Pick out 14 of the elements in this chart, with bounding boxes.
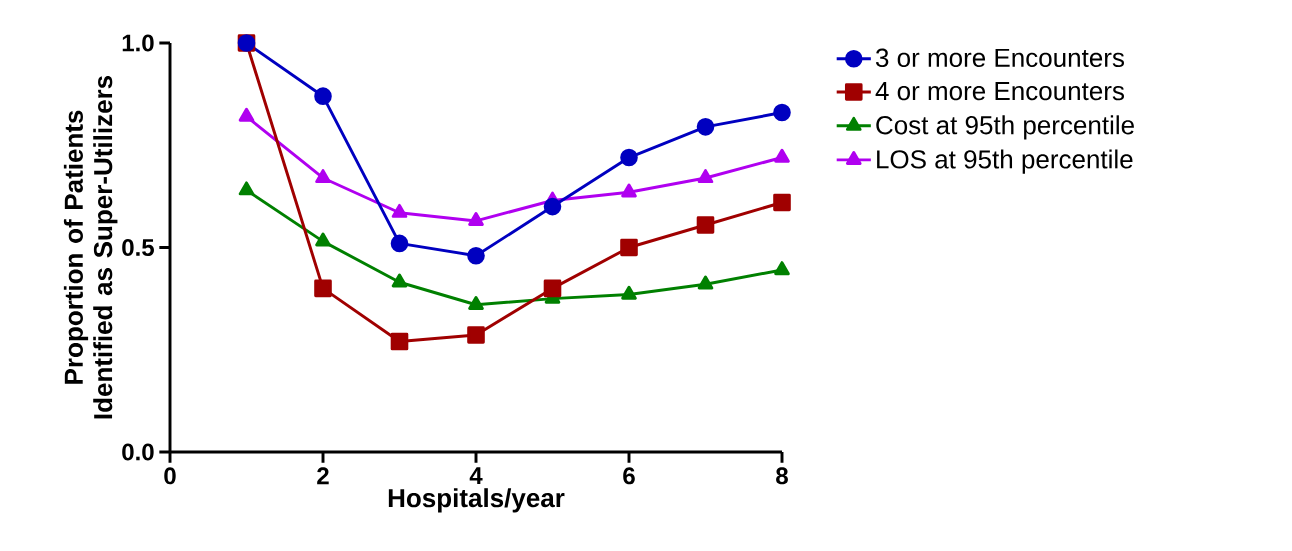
y-tick-label: 0.0 (122, 443, 154, 461)
legend-label: 3 or more Encounters (875, 48, 1124, 68)
legend-label: Cost at 95th percentile (876, 115, 1134, 140)
y-axis-title: Proportion of Patients Identified as Super-Utilizers (63, 75, 118, 419)
x-tick-label: 4 (469, 467, 483, 484)
x-axis-title: Hospitals/year (388, 488, 565, 513)
legend-label: 4 or more Encounters (875, 82, 1124, 101)
x-tick-label: 2 (317, 467, 329, 485)
x-tick-label: 6 (623, 467, 635, 485)
x-tick-label: 8 (776, 467, 788, 485)
y-tick-label: 1.0 (122, 34, 154, 52)
legend-label: LOS at 95th percentile (877, 149, 1133, 174)
x-tick-label: 0 (164, 467, 176, 485)
y-tick-label: 0.5 (122, 238, 154, 256)
